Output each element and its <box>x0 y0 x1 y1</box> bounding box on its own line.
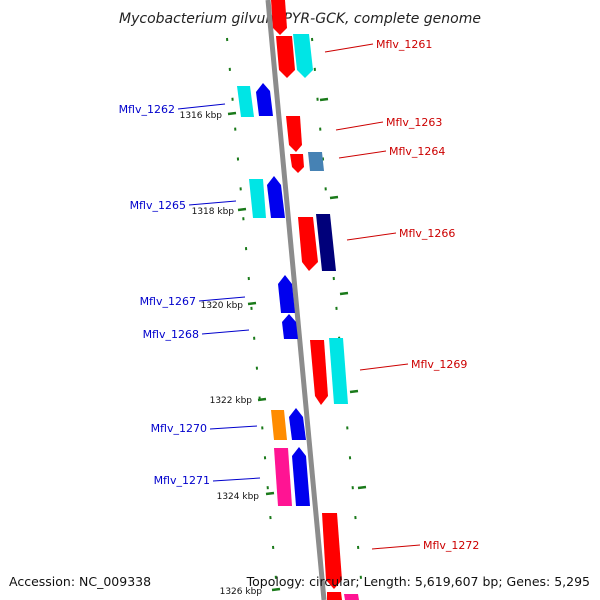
gene-feature[interactable] <box>310 340 328 405</box>
inner-ring <box>226 37 278 591</box>
tick-label: 1322 kbp <box>210 396 253 406</box>
leader-line <box>209 425 258 430</box>
tick-label: 1318 kbp <box>192 207 235 217</box>
gene-feature[interactable] <box>290 154 304 173</box>
gene-feature[interactable] <box>237 86 254 117</box>
gene-label[interactable]: Mflv_1269 <box>411 358 467 371</box>
gene-feature[interactable] <box>271 0 287 35</box>
gene-feature[interactable] <box>278 275 295 313</box>
gene-feature[interactable] <box>292 447 310 506</box>
forward-leaders <box>324 43 421 550</box>
leader-line <box>346 232 397 241</box>
gene-label[interactable]: Mflv_1265 <box>130 199 186 212</box>
gene-feature[interactable] <box>322 513 342 589</box>
tick-mark <box>339 291 349 296</box>
leader-line <box>324 43 374 53</box>
gene-label[interactable]: Mflv_1266 <box>399 227 455 240</box>
tick-mark <box>349 389 359 394</box>
gene-feature[interactable] <box>298 217 318 271</box>
leader-line <box>371 544 421 550</box>
gene-feature[interactable] <box>249 179 266 218</box>
gene-feature[interactable] <box>282 314 298 339</box>
outer-ring <box>311 37 363 591</box>
tick-mark <box>271 587 281 592</box>
tick-mark <box>247 301 257 306</box>
gene-feature[interactable] <box>256 83 273 116</box>
gene-feature[interactable] <box>316 214 336 271</box>
tick-mark <box>319 97 329 102</box>
gene-label[interactable]: Mflv_1272 <box>423 539 479 552</box>
topology-text: Topology: circular; Length: 5,619,607 bp… <box>246 574 590 589</box>
leader-line <box>201 329 250 335</box>
gene-label[interactable]: Mflv_1262 <box>119 103 175 116</box>
leader-line <box>338 150 387 159</box>
accession-text: Accession: NC_009338 <box>9 574 151 589</box>
tick-mark <box>237 207 247 212</box>
gene-labels: Mflv_1261 Mflv_1262 Mflv_1263 Mflv_1264 … <box>119 38 480 552</box>
gene-feature[interactable] <box>289 408 306 440</box>
tick-mark <box>357 485 367 490</box>
tick-mark <box>265 491 275 496</box>
gene-label[interactable]: Mflv_1267 <box>140 295 196 308</box>
gene-label[interactable]: Mflv_1261 <box>376 38 432 51</box>
gene-feature[interactable] <box>267 176 285 218</box>
leader-line <box>188 200 237 206</box>
tick-mark <box>227 111 237 116</box>
genome-backbone <box>265 0 327 600</box>
gene-label[interactable]: Mflv_1264 <box>389 145 445 158</box>
map-title: Mycobacterium gilvum PYR-GCK, complete g… <box>119 11 481 27</box>
gene-label[interactable]: Mflv_1268 <box>143 328 199 341</box>
gene-feature[interactable] <box>271 410 287 440</box>
gene-feature[interactable] <box>329 338 348 404</box>
gene-feature[interactable] <box>327 592 342 600</box>
gene-label[interactable]: Mflv_1271 <box>154 474 210 487</box>
tick-label: 1320 kbp <box>201 301 244 311</box>
gene-label[interactable]: Mflv_1270 <box>151 422 207 435</box>
reverse-leaders <box>177 103 261 482</box>
tick-marks <box>227 97 367 592</box>
leader-line <box>335 121 384 131</box>
tick-mark <box>257 397 267 402</box>
gene-feature[interactable] <box>308 152 324 171</box>
leader-line <box>177 103 226 110</box>
leader-line <box>359 363 409 371</box>
tick-label: 1326 kbp <box>220 587 263 597</box>
tick-mark <box>329 195 339 200</box>
gene-feature[interactable] <box>344 594 359 600</box>
tick-label: 1316 kbp <box>180 111 223 121</box>
gene-feature[interactable] <box>276 36 295 78</box>
ring-dashes <box>226 37 363 591</box>
gene-label[interactable]: Mflv_1263 <box>386 116 442 129</box>
tick-label: 1324 kbp <box>217 492 260 502</box>
gene-feature[interactable] <box>274 448 292 506</box>
tick-labels: 1316 kbp 1318 kbp 1320 kbp 1322 kbp 1324… <box>180 111 263 597</box>
gene-feature[interactable] <box>293 34 313 78</box>
gene-features <box>237 0 359 600</box>
leader-line <box>212 477 261 482</box>
gene-feature[interactable] <box>286 116 302 152</box>
leader-line <box>198 296 246 302</box>
